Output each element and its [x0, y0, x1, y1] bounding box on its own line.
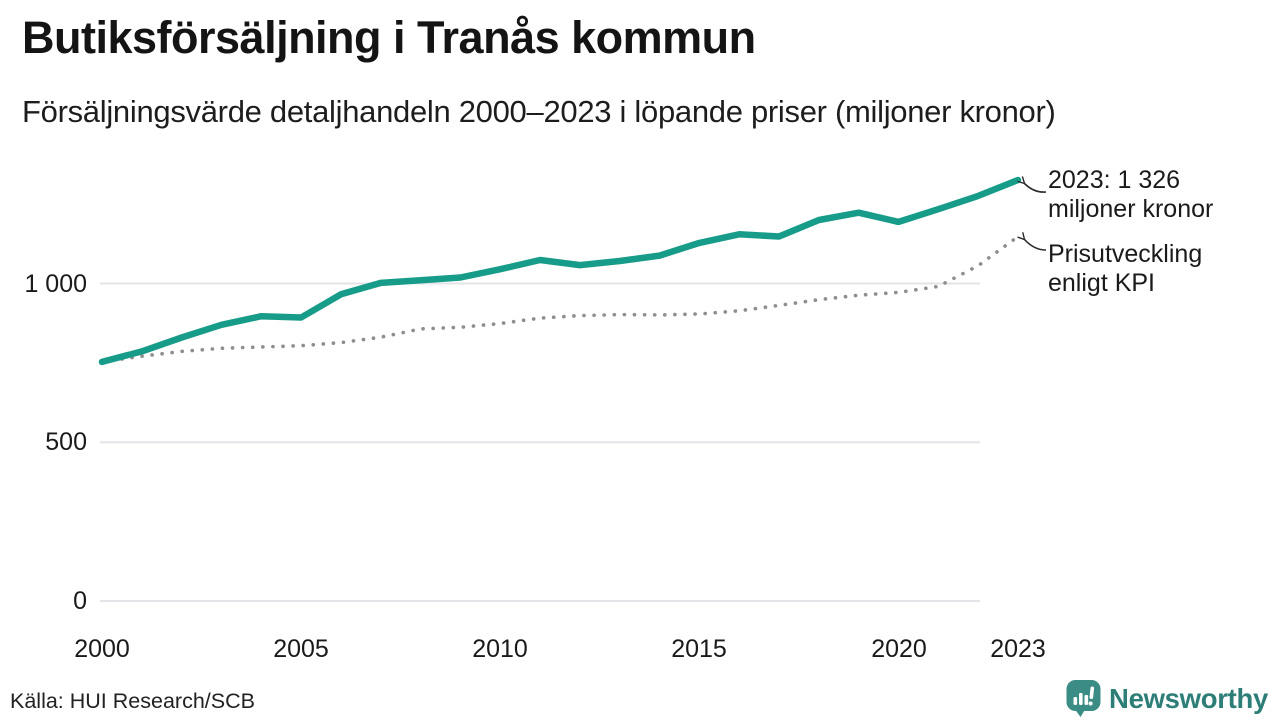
newsworthy-logo-icon — [1066, 680, 1101, 717]
y-tick-label: 500 — [45, 428, 87, 456]
source-note: Källa: HUI Research/SCB — [10, 689, 255, 713]
x-tick-label: 2010 — [472, 635, 528, 663]
x-tick-label: 2005 — [273, 635, 329, 663]
sales-line — [98, 176, 1022, 366]
annotation-sales-line1: 2023: 1 326 — [1048, 166, 1181, 194]
kpi-line — [100, 234, 1020, 364]
y-tick-label: 0 — [73, 587, 87, 615]
x-tick-label: 2023 — [990, 635, 1046, 663]
newsworthy-wordmark: Newsworthy — [1109, 682, 1268, 714]
x-tick-label: 2020 — [871, 635, 927, 663]
annotation-arrow-kpi — [1017, 232, 1047, 251]
x-tick-label: 2000 — [74, 635, 130, 663]
chart-title: Butiksförsäljning i Tranås kommun — [22, 12, 756, 63]
annotation-arrow-sales — [1017, 176, 1047, 193]
annotation-kpi: Prisutveckling enligt KPI — [1048, 240, 1202, 298]
x-tick-label: 2015 — [671, 635, 727, 663]
annotation-kpi-line2: enligt KPI — [1048, 269, 1156, 297]
annotation-sales: 2023: 1 326 miljoner kronor — [1048, 166, 1213, 224]
annotation-kpi-line1: Prisutveckling — [1048, 240, 1203, 268]
chart-subtitle: Försäljningsvärde detaljhandeln 2000–202… — [22, 94, 1056, 129]
annotation-sales-line2: miljoner kronor — [1048, 195, 1214, 223]
newsworthy-branding: Newsworthy — [1066, 679, 1268, 718]
y-tick-label: 1 000 — [24, 270, 87, 298]
